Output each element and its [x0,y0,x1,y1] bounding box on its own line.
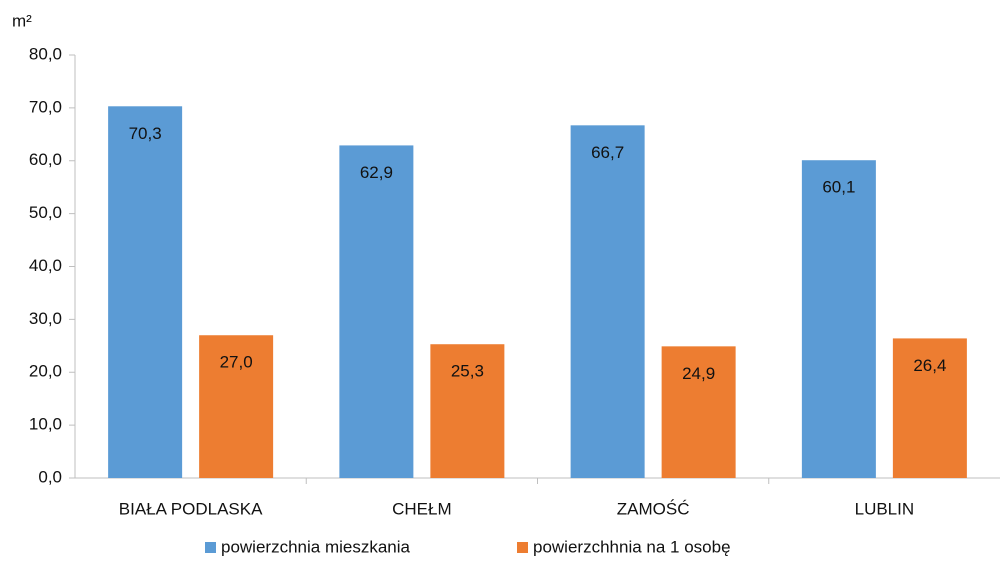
y-tick-label: 60,0 [29,150,62,169]
y-tick-label: 10,0 [29,415,62,434]
legend-label: powierzchhnia na 1 osobę [533,537,731,556]
y-tick-label: 0,0 [38,467,62,486]
bar [570,125,645,478]
bar [339,145,414,478]
bar [892,338,967,478]
data-label: 27,0 [220,353,253,372]
bar [108,106,183,478]
y-tick-label: 40,0 [29,256,62,275]
bar [430,344,505,478]
y-tick-label: 50,0 [29,203,62,222]
data-label: 26,4 [913,356,946,375]
x-tick-label: CHEŁM [392,499,452,518]
y-tick-label: 80,0 [29,44,62,63]
x-tick-label: LUBLIN [855,499,915,518]
bar [661,346,736,478]
x-tick-label: ZAMOŚĆ [617,499,690,518]
legend-swatch [517,542,528,553]
data-label: 25,3 [451,362,484,381]
x-tick-label: BIAŁA PODLASKA [119,499,263,518]
data-label: 60,1 [822,178,855,197]
bar [199,335,274,478]
data-label: 66,7 [591,143,624,162]
legend-swatch [205,542,216,553]
data-label: 70,3 [129,124,162,143]
data-label: 24,9 [682,364,715,383]
y-tick-label: 30,0 [29,309,62,328]
y-tick-label: 20,0 [29,362,62,381]
legend-label: powierzchnia mieszkania [221,537,411,556]
data-label: 62,9 [360,163,393,182]
y-axis-label: m² [12,11,32,30]
bar [801,160,876,478]
y-tick-label: 70,0 [29,97,62,116]
